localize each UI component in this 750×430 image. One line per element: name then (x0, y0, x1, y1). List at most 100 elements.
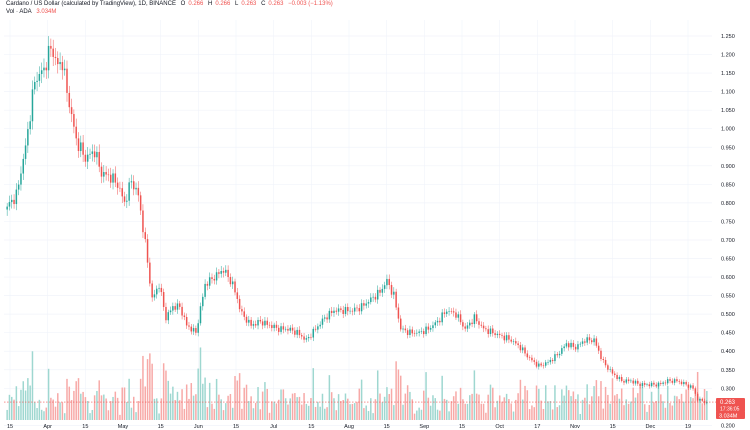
candle-body (17, 184, 20, 190)
volume-bar (169, 393, 172, 420)
volume-bar (123, 387, 126, 420)
time-tick-label: Sep (419, 424, 429, 430)
volume-bar (225, 403, 227, 420)
ohlc-close-value: 0.263 (268, 1, 284, 7)
volume-bar (625, 399, 628, 420)
candle-body (416, 332, 418, 334)
candle-body (321, 318, 324, 325)
candle-body (517, 343, 519, 346)
candle-body (614, 373, 616, 375)
ohlc-high-label: H (208, 1, 213, 7)
candle-body (429, 328, 432, 330)
candle-body (363, 303, 365, 306)
volume-bar (549, 401, 552, 420)
volume-bar (130, 407, 133, 420)
candle-body (337, 308, 340, 312)
candle-body (190, 326, 193, 332)
volume-bar (604, 386, 607, 420)
candle-body (687, 384, 690, 388)
volume-bar (40, 409, 43, 420)
volume-bar (701, 403, 703, 420)
candle-body (144, 232, 146, 240)
candle-body (397, 307, 400, 319)
candle-body (130, 181, 133, 183)
candle-body (521, 347, 524, 351)
candle-body (139, 195, 142, 211)
candle-body (538, 363, 540, 367)
candle-body (73, 114, 75, 127)
volume-bar (38, 399, 41, 420)
time-tick-label: 15 (384, 424, 390, 430)
candle-body (50, 45, 52, 49)
volume-bar (211, 403, 213, 420)
price-axis[interactable]: 1.250 1.200 1.150 1.100 1.050 1.000 0.950 0.900… (721, 34, 735, 429)
volume-bar (222, 410, 225, 420)
volume-bar (335, 410, 338, 420)
volume-bar (314, 406, 317, 420)
time-tick-label: Oct (495, 424, 504, 430)
candle-body (531, 357, 533, 361)
time-axis[interactable]: 15 Apr 15 May 15 Jun 15 Jul 15 Aug 15 Sep 15 Oct 17 Nov… (7, 424, 691, 430)
volume-bar (172, 386, 174, 420)
ohlc-high-value: 0.266 (215, 1, 231, 7)
candle-body (195, 328, 197, 333)
candle-body (289, 327, 292, 331)
candle-body (225, 269, 227, 273)
volume-bars (6, 347, 708, 420)
symbol-title: Cardano / US Dollar (calculated by Tradi… (6, 1, 176, 7)
candle-body (183, 315, 186, 318)
candle-body (409, 329, 411, 335)
candle-body (105, 172, 107, 175)
volume-bar (305, 403, 308, 420)
candle-body (620, 377, 623, 381)
candle-body (482, 325, 485, 329)
volume-bar (689, 397, 692, 420)
volume-bar (487, 394, 489, 420)
volume-bar (22, 381, 25, 420)
volume-bar (75, 381, 77, 420)
candle-body (494, 333, 496, 336)
volume-bar (294, 393, 296, 420)
volume-bar (570, 396, 572, 420)
volume-bar (179, 400, 181, 420)
candle-body (6, 206, 8, 210)
volume-bar (248, 401, 250, 420)
candle-body (436, 320, 439, 323)
candle-body (275, 324, 278, 328)
candle-body (291, 327, 294, 331)
volume-bar (43, 411, 45, 420)
volume-bar (517, 393, 519, 420)
candle-body (639, 383, 641, 387)
volume-bar (388, 394, 390, 420)
candle-body (54, 56, 57, 59)
time-tick-label: May (118, 424, 129, 430)
time-tick-label: 15 (610, 424, 616, 430)
candle-body (162, 292, 165, 307)
time-tick-label: 19 (685, 424, 691, 430)
volume-bar (443, 398, 446, 420)
volume-bar (289, 398, 292, 420)
candle-body (70, 107, 73, 115)
candle-body (634, 380, 637, 384)
price-tick-label: 0.900 (721, 164, 735, 170)
candle-body (501, 334, 503, 336)
volume-bar (24, 390, 27, 420)
volume-bar (84, 397, 87, 420)
candle-body (80, 142, 82, 152)
candle-body (328, 310, 331, 320)
candle-body (174, 306, 176, 310)
volume-bar (190, 383, 193, 420)
volume-bar (273, 401, 275, 420)
volume-bar (183, 408, 186, 420)
candle-body (268, 324, 271, 326)
candle-body (66, 68, 68, 93)
candle-body (399, 318, 402, 330)
volume-bar (650, 391, 653, 420)
volume-bar (441, 375, 443, 420)
candle-body (452, 311, 455, 313)
volume-bar (505, 393, 508, 420)
volume-bar (501, 401, 503, 420)
volume-bar (455, 391, 457, 420)
volume-bar (231, 407, 234, 420)
